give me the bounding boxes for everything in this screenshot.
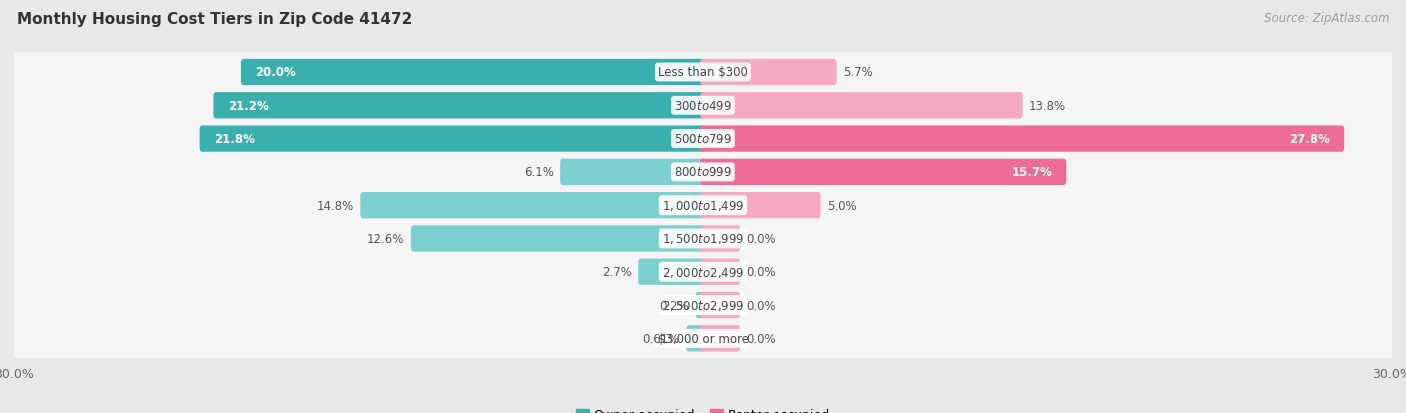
FancyBboxPatch shape xyxy=(4,252,1402,292)
FancyBboxPatch shape xyxy=(700,159,1066,185)
FancyBboxPatch shape xyxy=(4,219,1402,259)
FancyBboxPatch shape xyxy=(4,286,1402,325)
FancyBboxPatch shape xyxy=(214,93,706,119)
FancyBboxPatch shape xyxy=(240,60,706,86)
Text: 20.0%: 20.0% xyxy=(256,66,295,79)
Text: 0.61%: 0.61% xyxy=(643,332,681,345)
Text: Source: ZipAtlas.com: Source: ZipAtlas.com xyxy=(1264,12,1389,25)
Text: Less than $300: Less than $300 xyxy=(658,66,748,79)
Text: $2,000 to $2,499: $2,000 to $2,499 xyxy=(662,265,744,279)
FancyBboxPatch shape xyxy=(700,325,740,351)
Text: $3,000 or more: $3,000 or more xyxy=(658,332,748,345)
Text: 21.8%: 21.8% xyxy=(214,133,254,146)
Text: $1,500 to $1,999: $1,500 to $1,999 xyxy=(662,232,744,246)
FancyBboxPatch shape xyxy=(700,259,740,285)
Text: 14.8%: 14.8% xyxy=(316,199,354,212)
Text: 21.2%: 21.2% xyxy=(228,100,269,112)
Text: 0.0%: 0.0% xyxy=(747,233,776,245)
Text: 5.7%: 5.7% xyxy=(844,66,873,79)
FancyBboxPatch shape xyxy=(411,226,706,252)
FancyBboxPatch shape xyxy=(700,93,1022,119)
Text: $500 to $799: $500 to $799 xyxy=(673,133,733,146)
Text: 13.8%: 13.8% xyxy=(1029,100,1066,112)
FancyBboxPatch shape xyxy=(638,259,706,285)
Text: 5.0%: 5.0% xyxy=(827,199,856,212)
Text: 27.8%: 27.8% xyxy=(1289,133,1330,146)
FancyBboxPatch shape xyxy=(696,292,706,318)
FancyBboxPatch shape xyxy=(700,292,740,318)
Text: 12.6%: 12.6% xyxy=(367,233,405,245)
FancyBboxPatch shape xyxy=(686,325,706,351)
Text: 0.2%: 0.2% xyxy=(659,299,689,312)
Text: $300 to $499: $300 to $499 xyxy=(673,100,733,112)
FancyBboxPatch shape xyxy=(4,86,1402,126)
FancyBboxPatch shape xyxy=(700,192,821,219)
Text: 0.0%: 0.0% xyxy=(747,266,776,279)
Text: 6.1%: 6.1% xyxy=(524,166,554,179)
FancyBboxPatch shape xyxy=(700,60,837,86)
Text: 0.0%: 0.0% xyxy=(747,332,776,345)
Text: $2,500 to $2,999: $2,500 to $2,999 xyxy=(662,298,744,312)
FancyBboxPatch shape xyxy=(700,126,1344,152)
Text: 2.7%: 2.7% xyxy=(602,266,631,279)
Text: 0.0%: 0.0% xyxy=(747,299,776,312)
FancyBboxPatch shape xyxy=(4,53,1402,93)
FancyBboxPatch shape xyxy=(4,153,1402,192)
Legend: Owner-occupied, Renter-occupied: Owner-occupied, Renter-occupied xyxy=(571,404,835,413)
FancyBboxPatch shape xyxy=(560,159,706,185)
Text: 15.7%: 15.7% xyxy=(1011,166,1052,179)
Text: $1,000 to $1,499: $1,000 to $1,499 xyxy=(662,199,744,213)
FancyBboxPatch shape xyxy=(200,126,706,152)
Text: Monthly Housing Cost Tiers in Zip Code 41472: Monthly Housing Cost Tiers in Zip Code 4… xyxy=(17,12,412,27)
FancyBboxPatch shape xyxy=(700,226,740,252)
FancyBboxPatch shape xyxy=(4,186,1402,225)
FancyBboxPatch shape xyxy=(4,319,1402,358)
Text: $800 to $999: $800 to $999 xyxy=(673,166,733,179)
FancyBboxPatch shape xyxy=(360,192,706,219)
FancyBboxPatch shape xyxy=(4,120,1402,159)
